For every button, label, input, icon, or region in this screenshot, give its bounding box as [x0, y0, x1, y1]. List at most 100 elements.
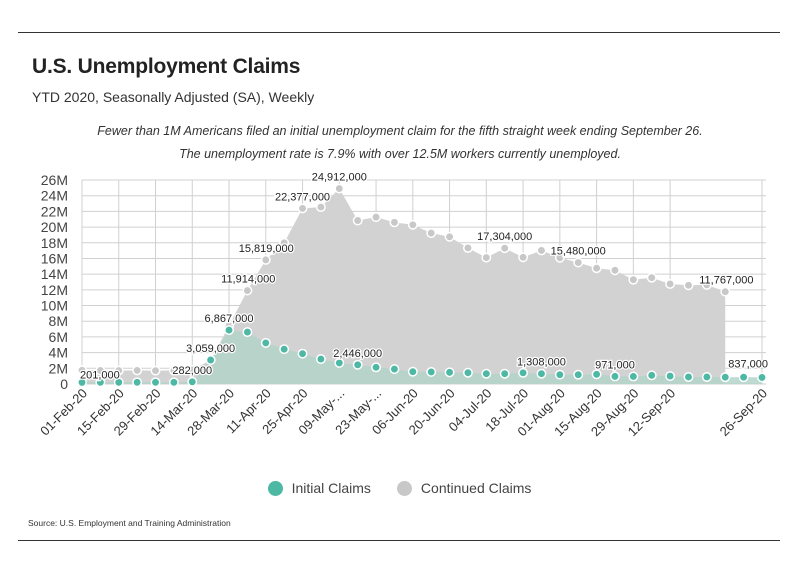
continued-claims-point	[518, 252, 529, 263]
initial-claims-point	[77, 377, 87, 388]
initial-claims-point	[315, 354, 326, 365]
continued-claims-point	[701, 279, 712, 290]
continued-claims-point	[242, 285, 253, 296]
continued-claims-point	[113, 365, 124, 376]
initial-claims-point	[205, 355, 216, 365]
legend-item-initial[interactable]: Initial Claims	[267, 480, 371, 496]
initial-claims-point	[279, 344, 290, 355]
y-tick-label: 2M	[49, 360, 68, 376]
continued-claims-point	[168, 365, 179, 376]
continued-claims-point	[334, 183, 345, 194]
top-rule	[18, 32, 780, 33]
y-tick-label: 8M	[49, 313, 68, 329]
initial-claims-point	[113, 377, 124, 388]
data-label: 24,912,000	[312, 172, 367, 184]
initial-claims-point	[701, 372, 712, 382]
y-tick-label: 18M	[41, 235, 68, 251]
initial-claims-point	[426, 366, 437, 377]
initial-claims-point	[591, 369, 602, 380]
legend-label-initial: Initial Claims	[291, 480, 371, 496]
y-tick-label: 22M	[41, 203, 68, 219]
initial-claims-point	[518, 367, 529, 378]
initial-claims-point	[462, 367, 473, 378]
legend-swatch-continued	[396, 480, 412, 496]
y-tick-label: 4M	[49, 345, 68, 361]
y-tick-label: 14M	[41, 266, 68, 282]
continued-claims-point	[462, 243, 473, 253]
initial-claims-point	[738, 372, 749, 383]
x-tick-label: 26-Sep-20	[717, 386, 771, 440]
initial-claims-point	[224, 325, 234, 336]
initial-claims-point	[187, 376, 198, 387]
initial-claims-point	[168, 377, 179, 388]
initial-claims-point	[150, 377, 161, 388]
legend-swatch-initial	[267, 480, 283, 496]
initial-claims-point	[610, 371, 620, 382]
y-tick-label: 12M	[41, 282, 68, 298]
data-label: 15,819,000	[239, 243, 294, 255]
initial-claims-point	[297, 348, 308, 359]
continued-claims-point	[610, 265, 620, 276]
initial-claims-point	[389, 364, 400, 375]
claims-chart: 02M4M6M8M10M12M14M16M18M20M22M24M26M01-F…	[37, 170, 771, 440]
initial-claims-point	[481, 368, 492, 379]
continued-claims-point	[297, 203, 308, 214]
data-label: 1,308,000	[517, 357, 566, 369]
data-label: 3,059,000	[186, 343, 235, 355]
initial-claims-point	[499, 368, 510, 379]
data-label: 11,767,000	[699, 275, 753, 287]
continued-claims-point	[499, 243, 510, 254]
initial-claims-point	[371, 362, 382, 373]
legend-item-continued[interactable]: Continued Claims	[396, 480, 531, 496]
continued-claims-point	[481, 252, 492, 263]
data-label: 15,480,000	[551, 246, 606, 258]
initial-claims-point	[444, 367, 455, 378]
continued-claims-point	[628, 274, 639, 285]
data-label: 971,000	[595, 359, 635, 371]
initial-claims-point	[720, 372, 731, 383]
data-label: 201,000	[80, 369, 120, 381]
y-tick-label: 10M	[41, 298, 68, 314]
initial-claims-area	[82, 330, 762, 384]
continued-claims-point	[352, 215, 363, 226]
y-tick-label: 24M	[41, 188, 68, 204]
continued-claims-point	[407, 219, 418, 230]
initial-claims-point	[536, 368, 547, 379]
initial-claims-point	[242, 327, 253, 338]
continued-claims-point	[646, 272, 657, 283]
continued-claims-point	[77, 365, 87, 376]
continued-claims-point	[665, 279, 676, 289]
continued-claims-point	[683, 280, 694, 291]
initial-claims-point	[95, 377, 106, 388]
continued-claims-point	[573, 257, 584, 268]
initial-claims-point	[352, 359, 363, 370]
continued-claims-point	[371, 212, 382, 223]
chart-title: U.S. Unemployment Claims	[32, 55, 301, 78]
continued-claims-point	[536, 245, 547, 256]
data-label: 11,914,000	[221, 274, 275, 286]
chart-subtitle: YTD 2020, Seasonally Adjusted (SA), Week…	[32, 89, 315, 105]
annotation-line-1: Fewer than 1M Americans filed an initial…	[97, 124, 703, 138]
continued-claims-area	[82, 188, 726, 384]
continued-claims-point	[132, 365, 143, 376]
continued-claims-point	[444, 231, 455, 242]
initial-claims-point	[334, 357, 345, 368]
legend: Initial Claims Continued Claims	[0, 480, 799, 496]
y-tick-label: 6M	[49, 329, 68, 345]
continued-claims-point	[389, 217, 400, 228]
continued-claims-point	[426, 228, 437, 239]
initial-claims-point	[628, 371, 639, 382]
continued-claims-point	[150, 365, 161, 376]
data-label: 2,446,000	[333, 348, 382, 360]
initial-claims-point	[683, 372, 694, 382]
source-note: Source: U.S. Employment and Training Adm…	[28, 518, 231, 528]
y-tick-label: 16M	[41, 250, 68, 266]
y-tick-label: 0	[60, 376, 68, 392]
continued-claims-point	[554, 252, 565, 263]
data-label: 22,377,000	[275, 191, 330, 203]
y-tick-label: 26M	[41, 172, 68, 188]
initial-claims-point	[554, 369, 565, 380]
initial-claims-point	[573, 369, 584, 380]
annotation-line-2: The unemployment rate is 7.9% with over …	[179, 147, 621, 161]
data-label: 282,000	[172, 365, 212, 377]
